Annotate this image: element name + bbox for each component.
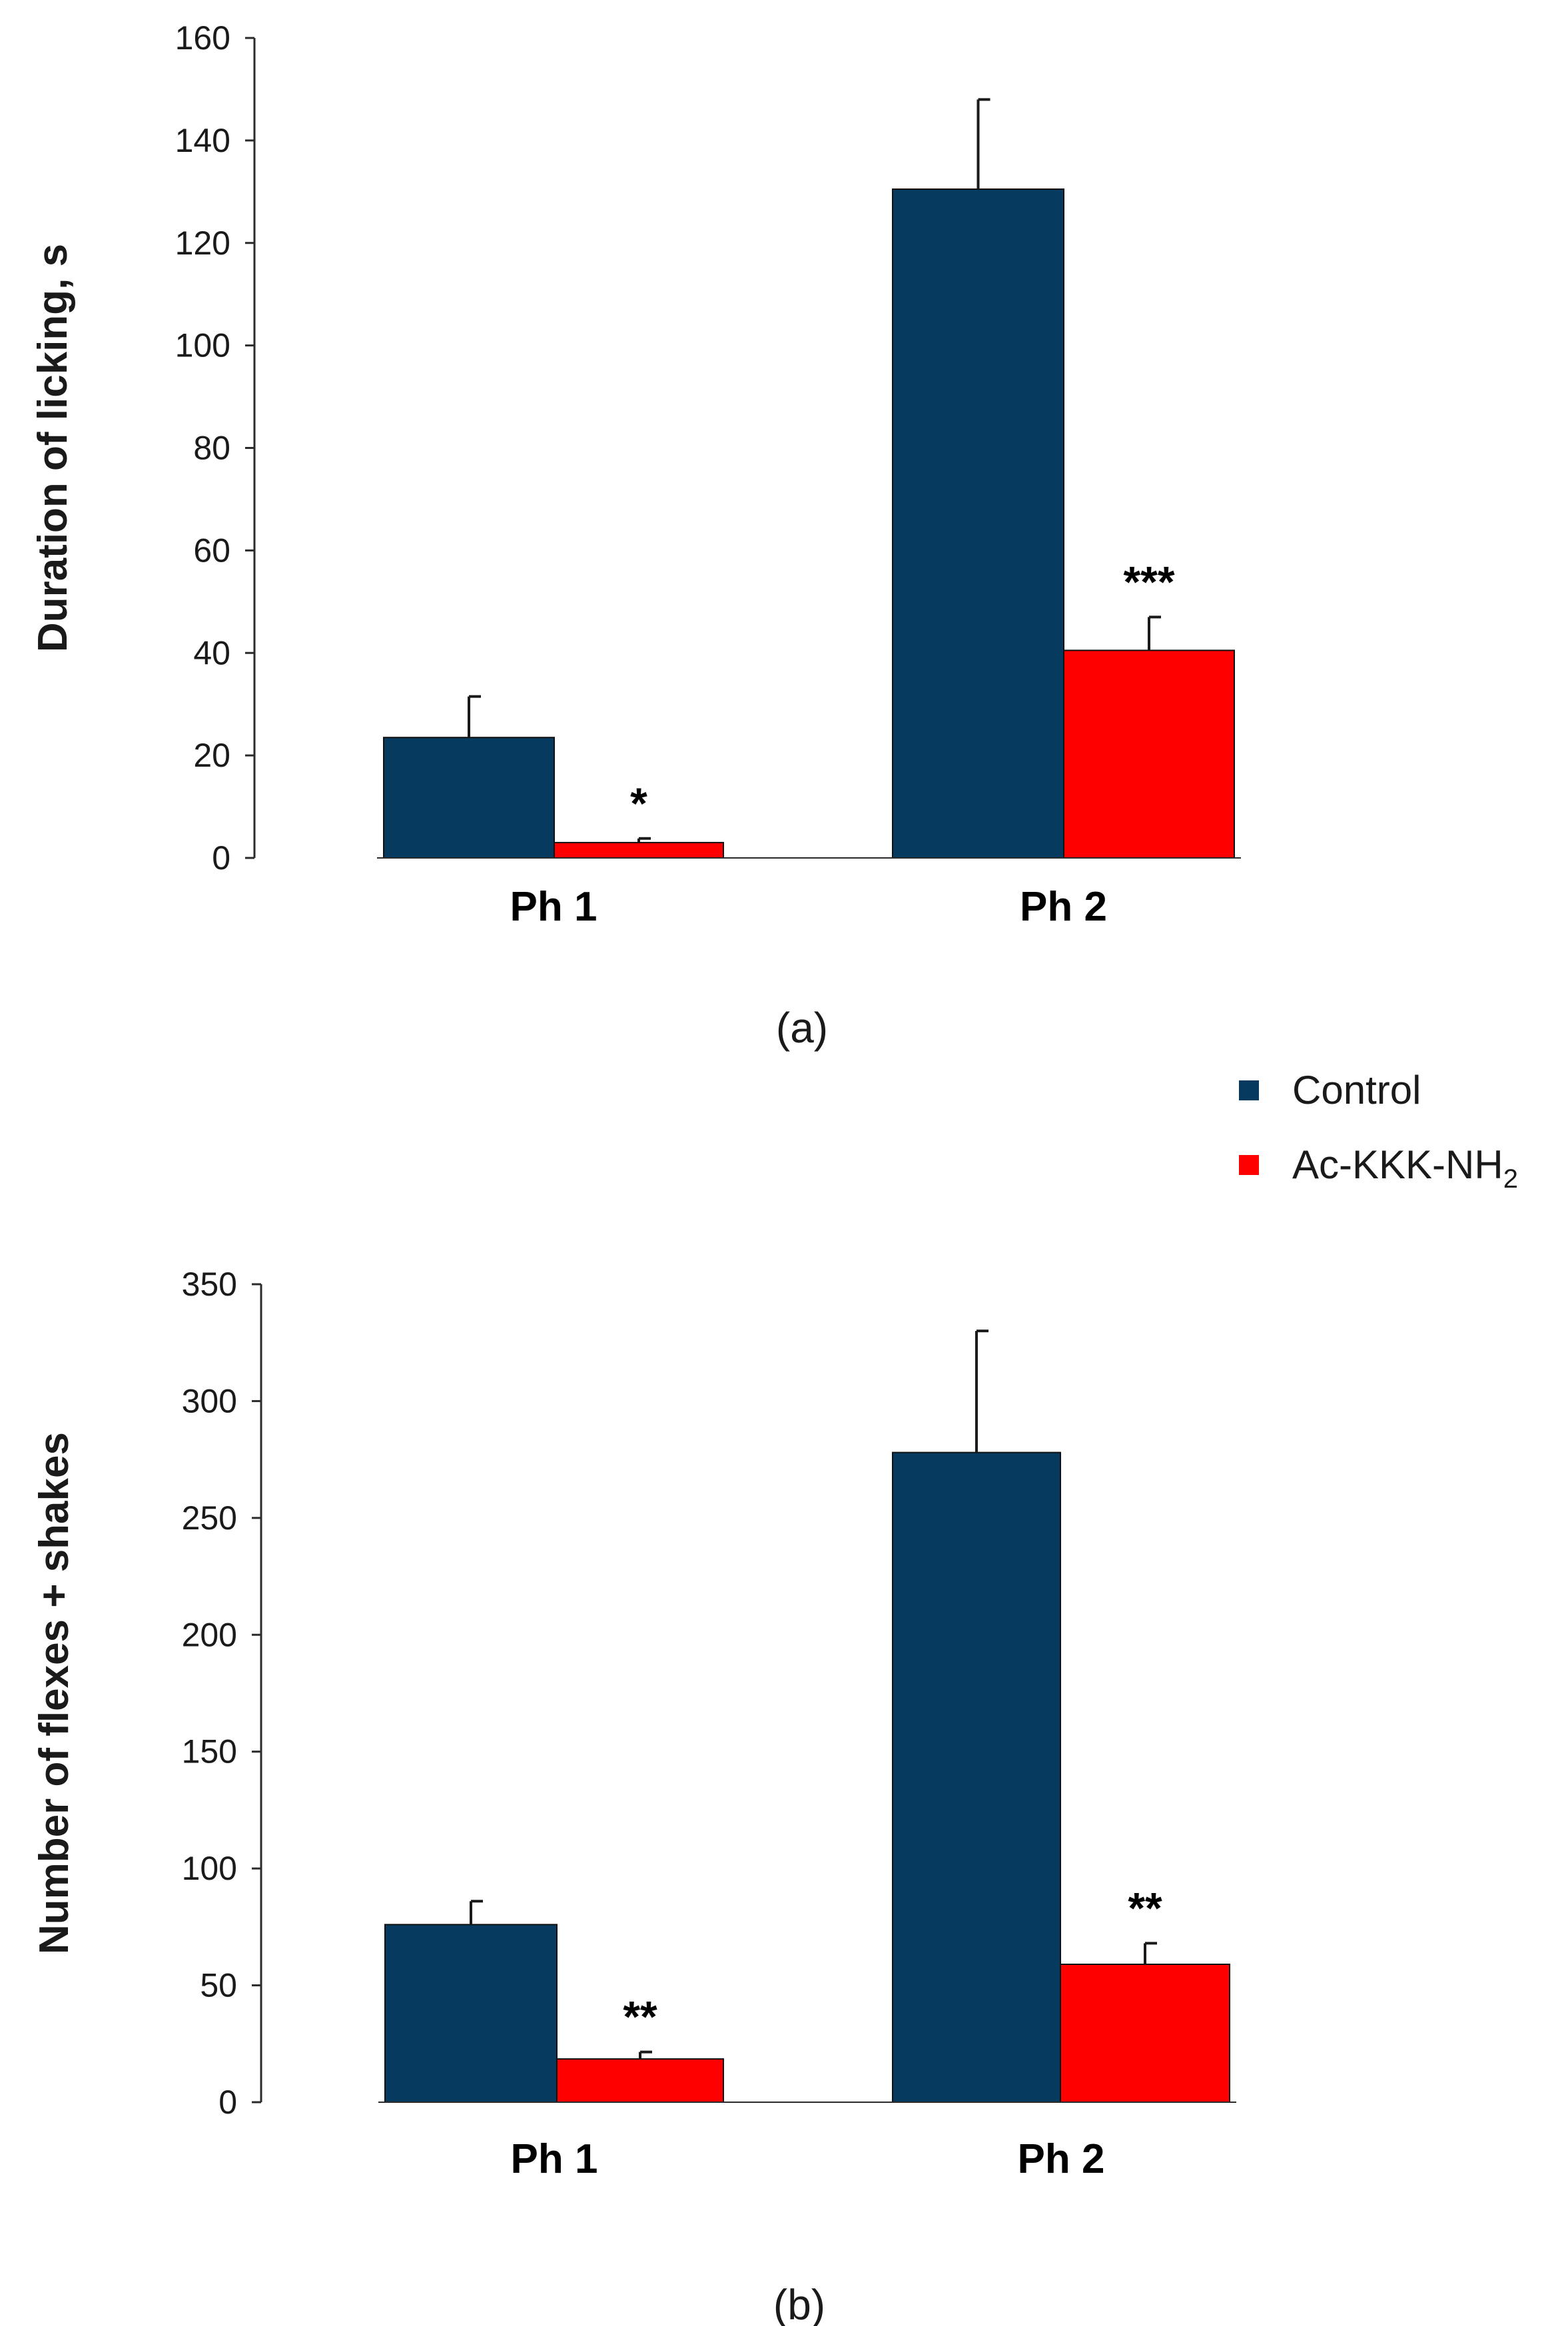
y-axis-title: Duration of licking, s bbox=[30, 244, 76, 652]
y-tick-label: 350 bbox=[182, 1266, 237, 1303]
x-category-label: Ph 2 bbox=[1018, 2136, 1105, 2182]
y-tick-label: 160 bbox=[175, 19, 230, 57]
bar-treatment bbox=[1063, 649, 1235, 859]
bar-control bbox=[383, 737, 555, 859]
y-tick-label: 40 bbox=[193, 634, 230, 671]
y-axis-title: Number of flexes + shakes bbox=[31, 1432, 77, 1954]
x-category-label: Ph 1 bbox=[511, 2136, 598, 2182]
y-tick-label: 150 bbox=[182, 1733, 237, 1770]
y-tick-label: 80 bbox=[193, 430, 230, 467]
significance-marker: * bbox=[630, 779, 647, 828]
y-tick-label: 0 bbox=[218, 2084, 237, 2121]
chart-panel-b: 0 50 100 150 200 250 300 350 Number of flexes + … bbox=[31, 1266, 1236, 2326]
panel-label: (b) bbox=[773, 2281, 825, 2326]
legend-label-treatment: Ac-KKK-NH2 bbox=[1292, 1142, 1518, 1194]
bar-control bbox=[892, 1451, 1061, 2104]
y-tick-label: 120 bbox=[175, 224, 230, 262]
x-category-label: Ph 2 bbox=[1020, 884, 1107, 930]
significance-marker: ** bbox=[623, 1992, 657, 2042]
y-tick-label: 140 bbox=[175, 122, 230, 159]
legend-swatch-control bbox=[1239, 1080, 1259, 1100]
bar-treatment bbox=[1060, 1963, 1230, 2104]
y-tick-label: 300 bbox=[182, 1382, 237, 1419]
y-tick-label: 0 bbox=[212, 839, 230, 877]
x-category-label: Ph 1 bbox=[510, 884, 597, 930]
bar-control bbox=[384, 1924, 558, 2104]
legend: Control Ac-KKK-NH2 bbox=[1239, 1068, 1518, 1194]
y-tick-label: 60 bbox=[193, 532, 230, 569]
y-tick-label: 200 bbox=[182, 1616, 237, 1653]
bar-treatment bbox=[556, 2058, 724, 2103]
bar-treatment bbox=[554, 841, 724, 859]
y-tick-label: 20 bbox=[193, 737, 230, 774]
significance-marker: *** bbox=[1123, 557, 1174, 606]
y-tick-label: 250 bbox=[182, 1499, 237, 1537]
y-tick-label: 100 bbox=[182, 1850, 237, 1887]
legend-swatch-treatment bbox=[1239, 1155, 1259, 1175]
panel-label: (a) bbox=[776, 1004, 828, 1052]
y-tick-label: 100 bbox=[175, 327, 230, 364]
y-tick-label: 50 bbox=[200, 1967, 237, 2004]
chart-panel-a: 0 20 40 60 80 100 120 140 160 Duration of licking… bbox=[30, 19, 1241, 1052]
legend-label-control: Control bbox=[1292, 1068, 1421, 1112]
significance-marker: ** bbox=[1128, 1883, 1162, 1932]
bar-control bbox=[892, 188, 1064, 859]
